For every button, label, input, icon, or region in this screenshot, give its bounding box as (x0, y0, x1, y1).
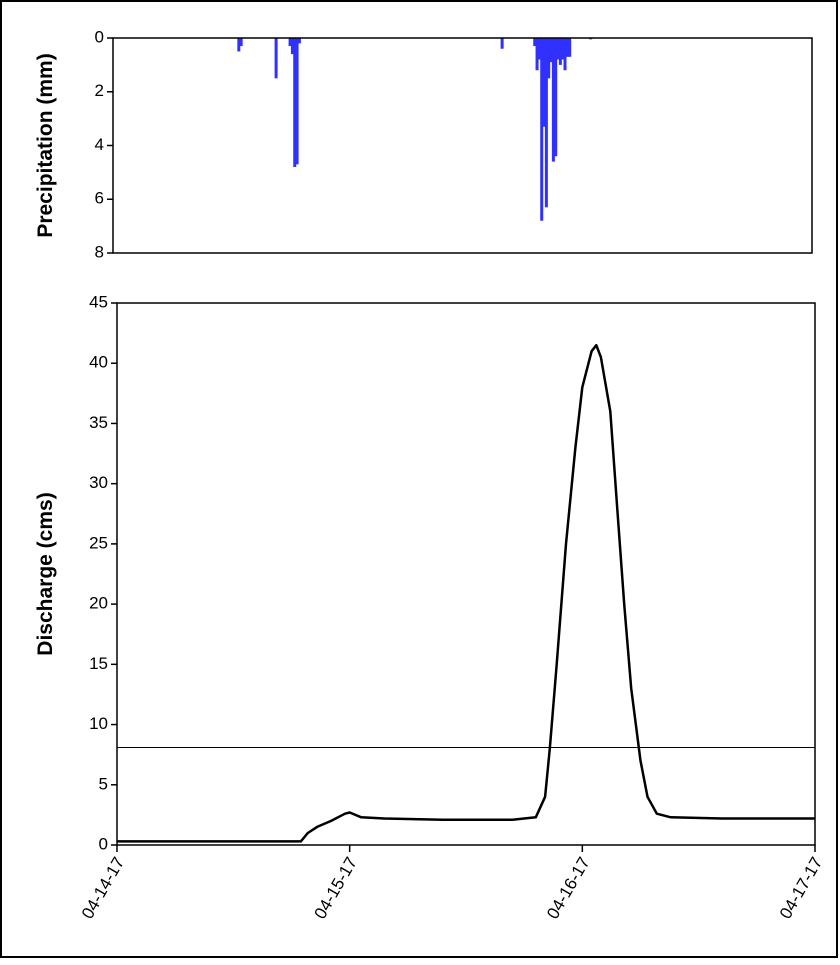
y-tick-label: 4 (95, 135, 104, 154)
y-tick-label: 6 (95, 189, 104, 208)
bar (556, 38, 560, 60)
bar (561, 38, 565, 60)
y-axis-label: Precipitation (mm) (34, 53, 57, 237)
bar (535, 38, 539, 71)
bar (547, 38, 551, 79)
bar (563, 38, 567, 71)
bar (239, 38, 243, 47)
y-tick-label: 45 (89, 292, 108, 311)
plot-frame (116, 302, 816, 846)
bar (542, 38, 546, 127)
bar (293, 38, 297, 167)
y-tick-label: 2 (95, 81, 104, 100)
bar (565, 38, 569, 57)
bar (290, 38, 294, 55)
y-tick-label: 0 (99, 834, 108, 853)
x-tick-label: 04-16-17 (543, 854, 593, 922)
y-tick-label: 20 (89, 594, 108, 613)
plot-frame (112, 37, 813, 254)
bar (568, 38, 572, 57)
bar (533, 38, 537, 47)
bar (549, 38, 553, 63)
bar (540, 38, 544, 221)
bar (500, 38, 504, 49)
y-tick-label: 25 (89, 533, 108, 552)
bar (295, 38, 299, 165)
y-tick-label: 8 (95, 242, 104, 261)
x-tick-label: 04-15-17 (311, 854, 361, 922)
y-tick-label: 35 (89, 413, 108, 432)
bar (274, 38, 278, 79)
bar (551, 38, 555, 162)
bar (554, 38, 558, 157)
y-tick-label: 40 (89, 353, 108, 372)
x-tick-label: 04-17-17 (776, 854, 826, 922)
bar (237, 38, 241, 52)
y-tick-label: 10 (89, 714, 108, 733)
x-tick-label: 04-14-17 (78, 854, 128, 922)
discharge-line (117, 343, 815, 843)
bar (297, 38, 301, 44)
bar (288, 38, 292, 47)
y-tick-label: 5 (99, 774, 108, 793)
bar (544, 38, 548, 208)
bar (537, 38, 541, 60)
y-tick-label: 15 (89, 654, 108, 673)
bar (558, 38, 562, 65)
y-tick-label: 0 (95, 27, 104, 46)
y-tick-label: 30 (89, 473, 108, 492)
y-axis-label: Discharge (cms) (34, 492, 57, 655)
